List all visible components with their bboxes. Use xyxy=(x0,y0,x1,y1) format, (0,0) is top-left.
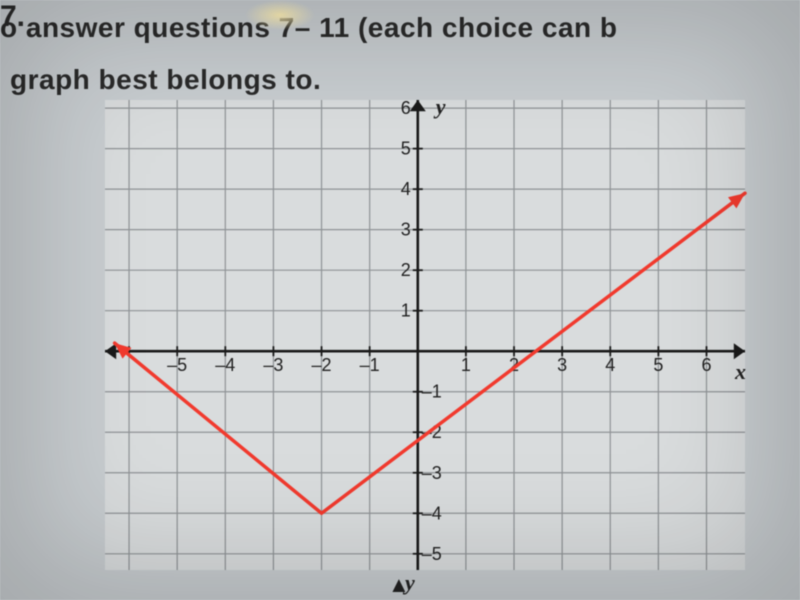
svg-text:3: 3 xyxy=(401,220,411,240)
svg-text:–4: –4 xyxy=(422,503,442,523)
svg-text:2: 2 xyxy=(401,260,411,280)
svg-text:–5: –5 xyxy=(167,355,187,375)
svg-text:6: 6 xyxy=(401,98,411,118)
bottom-y-axis-label: y xyxy=(405,570,415,596)
svg-text:–4: –4 xyxy=(215,355,235,375)
svg-text:–3: –3 xyxy=(263,355,283,375)
svg-text:1: 1 xyxy=(461,355,471,375)
svg-text:4: 4 xyxy=(605,355,615,375)
svg-text:1: 1 xyxy=(401,301,411,321)
svg-text:–1: –1 xyxy=(422,382,442,402)
instruction-text-1: o answer questions 7– 11 (each choice ca… xyxy=(0,12,618,44)
svg-text:5: 5 xyxy=(653,355,663,375)
svg-text:–5: –5 xyxy=(422,544,442,564)
svg-text:x: x xyxy=(734,359,746,384)
svg-text:4: 4 xyxy=(401,179,411,199)
svg-text:6: 6 xyxy=(701,355,711,375)
svg-text:5: 5 xyxy=(401,139,411,159)
coordinate-graph: –5–4–3–2–1123456–5–4–3–2–1123456yx xyxy=(95,90,775,590)
svg-text:–1: –1 xyxy=(360,355,380,375)
svg-text:–2: –2 xyxy=(312,355,332,375)
svg-text:–3: –3 xyxy=(422,463,442,483)
svg-text:3: 3 xyxy=(557,355,567,375)
